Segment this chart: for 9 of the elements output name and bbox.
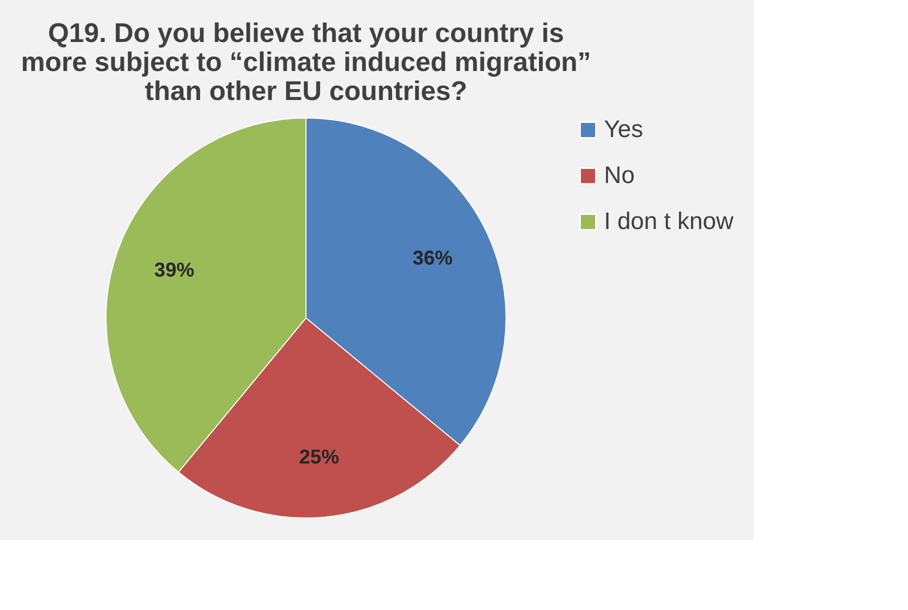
data-label: 36% <box>412 247 453 270</box>
legend-label: I don t know <box>604 208 734 235</box>
text: more subject to “climate induced migration” <box>20 47 592 77</box>
legend-label: Yes <box>604 116 644 143</box>
text: Q19. Do you believe that your country is <box>48 18 564 48</box>
data-label: 25% <box>299 446 340 468</box>
text: than other EU countries? <box>144 76 468 106</box>
legend-label: No <box>604 162 635 189</box>
data-label: 39% <box>154 260 195 282</box>
